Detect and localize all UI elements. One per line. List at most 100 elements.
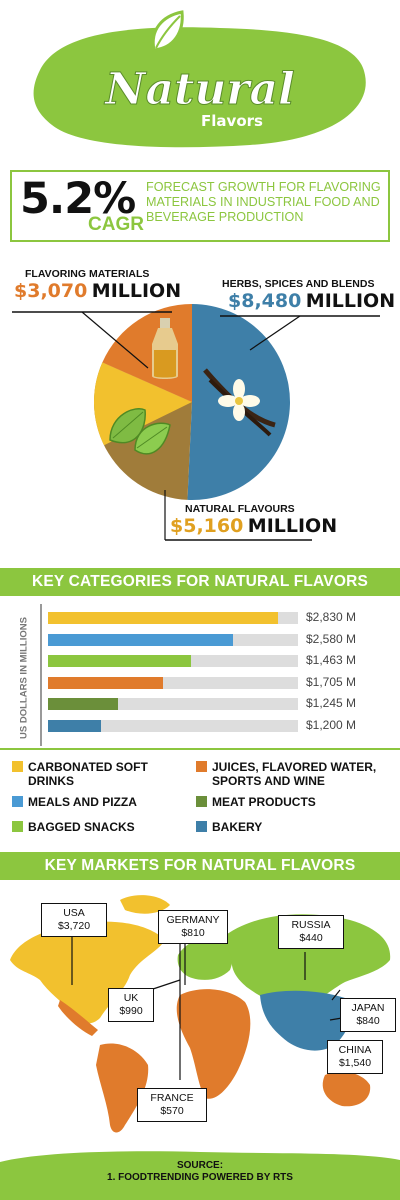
flavoring-amount: $3,070 (14, 280, 88, 302)
north-america-shape (10, 921, 165, 1024)
header-graphic: Natural Flavors (33, 10, 366, 148)
bar-track (48, 655, 298, 667)
bar-value-label: $2,580 M (306, 631, 357, 646)
market-value: $440 (299, 932, 323, 944)
market-japan: JAPAN $840 (340, 998, 396, 1032)
bar-track (48, 612, 298, 624)
south-america-shape (96, 1043, 149, 1133)
legend-label: JUICES, FLAVORED WATER, SPORTS AND WINE (212, 760, 377, 788)
market-usa: USA $3,720 (41, 903, 107, 937)
cagr-label: CAGR (88, 214, 144, 235)
cagr-description: Forecast growth for flavoring materials … (146, 180, 381, 224)
legend-divider-top (0, 748, 400, 750)
legend-snacks: BAGGED SNACKS (12, 820, 135, 834)
market-name: UK (123, 992, 139, 1004)
bar-chart: $2,830 M $2,580 M $1,463 M $1,705 M $1,245 M… (48, 610, 388, 742)
herbs-amount: $8,480 (228, 290, 302, 312)
market-name: USA (63, 907, 85, 919)
markets-banner: KEY MARKETS FOR NATURAL FLAVORS (0, 852, 400, 880)
natural-amount: $5,160 (170, 515, 244, 537)
world-map (10, 895, 391, 1133)
herbs-title: HERBS, SPICES AND BLENDS (222, 278, 375, 290)
cagr-value: 5.2% (20, 174, 136, 224)
herbs-unit: MILLION (305, 290, 396, 312)
flavoring-value: $3,070 MILLION (14, 280, 181, 302)
herbs-value: $8,480 MILLION (228, 290, 395, 312)
australia-shape (322, 1071, 371, 1107)
legend-carbonated: CARBONATED SOFT DRINKS (12, 760, 168, 788)
market-value: $570 (160, 1105, 184, 1117)
africa-shape (176, 989, 251, 1099)
source-block: SOURCE: 1. FOODTRENDING POWERED BY RTS (0, 1160, 400, 1184)
legend-meals: MEALS AND PIZZA (12, 795, 137, 809)
bar-axis-line (40, 604, 42, 746)
market-name: CHINA (338, 1044, 372, 1056)
bar-fill (48, 698, 118, 710)
bar-fill (48, 633, 233, 646)
source-title: SOURCE: (176, 1160, 224, 1171)
legend-swatch (12, 761, 23, 772)
bar-row: $1,200 M (48, 717, 388, 732)
header-subtitle: Flavors (201, 112, 263, 130)
natural-title: NATURAL FLAVOURS (185, 503, 295, 515)
legend-swatch (196, 761, 207, 772)
south-asia-shape (260, 990, 352, 1051)
header-title: Natural (103, 64, 294, 115)
bar-fill (48, 719, 101, 732)
bar-track (48, 633, 298, 646)
source-text: 1. FOODTRENDING POWERED BY RTS (107, 1172, 293, 1183)
market-russia: RUSSIA $440 (278, 915, 344, 949)
market-china: CHINA $1,540 (327, 1040, 383, 1074)
market-value: $840 (356, 1015, 380, 1027)
natural-value: $5,160 MILLION (170, 515, 337, 537)
legend-label: MEAT PRODUCTS (212, 795, 316, 809)
bar-row: $1,463 M (48, 653, 388, 667)
bar-fill (48, 676, 163, 689)
asia-shape (222, 914, 391, 1006)
market-france: FRANCE $570 (137, 1088, 207, 1122)
bar-row: $1,705 M (48, 674, 388, 689)
bar-fill (48, 612, 278, 624)
legend-label: MEALS AND PIZZA (28, 795, 137, 809)
legend-label: BAGGED SNACKS (28, 820, 135, 834)
market-value: $990 (119, 1005, 143, 1017)
market-name: RUSSIA (291, 919, 331, 931)
natural-unit: MILLION (247, 515, 338, 537)
legend-label: BAKERY (212, 820, 263, 834)
bar-track (48, 676, 298, 689)
bar-value-label: $1,705 M (306, 674, 357, 689)
market-name: FRANCE (150, 1092, 194, 1104)
bar-row: $1,245 M (48, 696, 388, 710)
legend-meat: MEAT PRODUCTS (196, 795, 316, 809)
market-value: $1,540 (338, 1057, 372, 1069)
legend-swatch (196, 796, 207, 807)
footer-brush (0, 1151, 400, 1200)
legend-swatch (12, 821, 23, 832)
leaves-icon (109, 408, 171, 455)
bar-row: $2,580 M (48, 631, 388, 646)
legend-bakery: BAKERY (196, 820, 263, 834)
bar-track (48, 698, 298, 710)
vanilla-flower-icon (203, 368, 276, 437)
leaf-icon (151, 10, 184, 52)
pie-chart (12, 304, 380, 541)
legend-swatch (196, 821, 207, 832)
legend-swatch (12, 796, 23, 807)
bar-row: $2,830 M (48, 610, 388, 624)
market-value: $3,720 (57, 920, 91, 932)
legend-label: CARBONATED SOFT DRINKS (28, 760, 148, 788)
brush-stroke (33, 27, 366, 148)
bar-value-label: $2,830 M (306, 610, 357, 624)
europe-shape (177, 937, 233, 980)
bar-value-label: $1,245 M (306, 696, 357, 710)
bar-fill (48, 655, 191, 667)
flavoring-title: FLAVORING MATERIALS (25, 268, 150, 280)
oil-bottle-icon (152, 318, 178, 379)
bar-axis-label-wrap: US DOLLARS IN MILLIONS (18, 614, 30, 742)
market-name: GERMANY (166, 914, 220, 926)
market-value: $810 (181, 927, 205, 939)
market-germany: GERMANY $810 (158, 910, 228, 944)
flavoring-unit: MILLION (91, 280, 182, 302)
categories-banner: KEY CATEGORIES FOR NATURAL FLAVORS (0, 568, 400, 596)
bar-value-label: $1,200 M (306, 717, 357, 732)
